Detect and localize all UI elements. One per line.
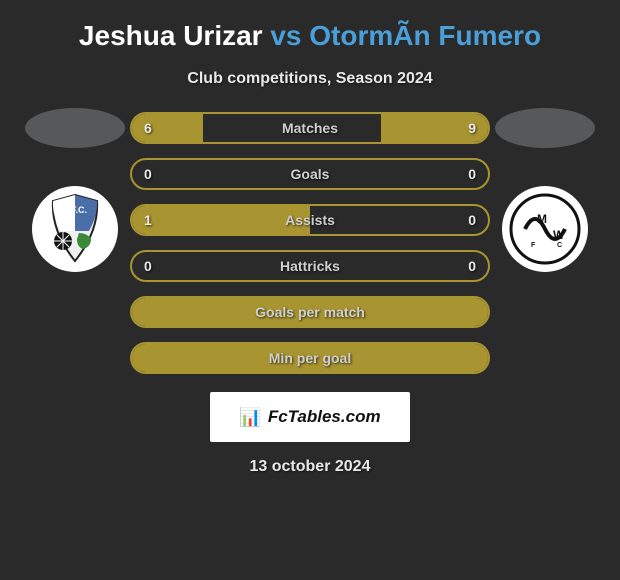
date-label: 13 october 2024 bbox=[250, 458, 371, 476]
right-club-crest: M W F C bbox=[502, 186, 588, 272]
page-title: Jeshua Urizar vs OtormÃ­n Fumero bbox=[59, 12, 561, 60]
stat-value-left: 6 bbox=[144, 120, 152, 136]
watermark-badge: 📊 FcTables.com bbox=[210, 392, 410, 442]
stat-value-left: 0 bbox=[144, 166, 152, 182]
stat-value-right: 0 bbox=[468, 258, 476, 274]
comparison-card: Jeshua Urizar vs OtormÃ­n Fumero Club co… bbox=[0, 0, 620, 476]
stat-value-left: 0 bbox=[144, 258, 152, 274]
svg-text:M: M bbox=[537, 212, 547, 226]
main-row: L.F.C. Matches69Goals00Assists10Hattrick… bbox=[0, 112, 620, 374]
stat-value-left: 1 bbox=[144, 212, 152, 228]
stat-bar: Min per goal bbox=[130, 342, 490, 374]
left-crest-icon: L.F.C. bbox=[37, 191, 113, 267]
watermark-text: FcTables.com bbox=[268, 407, 381, 427]
bar-fill-left bbox=[132, 114, 203, 142]
stat-value-right: 9 bbox=[468, 120, 476, 136]
stat-bar: Hattricks 0 0 bbox=[130, 250, 490, 282]
stat-bar: Goals 0 0 bbox=[130, 158, 490, 190]
stat-bar: Assists 1 0 bbox=[130, 204, 490, 236]
vs-separator: vs bbox=[270, 20, 301, 51]
bar-fill-left bbox=[132, 206, 310, 234]
stat-label: Matches bbox=[282, 120, 338, 136]
stat-value-right: 0 bbox=[468, 212, 476, 228]
stat-label: Min per goal bbox=[269, 350, 351, 366]
right-crest-icon: M W F C bbox=[507, 191, 583, 267]
right-column: M W F C bbox=[490, 112, 600, 272]
chart-icon: 📊 bbox=[239, 407, 261, 428]
stat-label: Goals bbox=[291, 166, 330, 182]
svg-text:W: W bbox=[553, 228, 565, 242]
stat-bar: Matches 6 9 bbox=[130, 112, 490, 144]
player1-name: Jeshua Urizar bbox=[79, 20, 263, 51]
player2-name: OtormÃ­n Fumero bbox=[309, 20, 541, 51]
left-club-crest: L.F.C. bbox=[32, 186, 118, 272]
left-column: L.F.C. bbox=[20, 112, 130, 272]
svg-text:F: F bbox=[531, 242, 536, 249]
stat-label: Assists bbox=[285, 212, 335, 228]
stats-bars: Matches69Goals00Assists10Hattricks00Goal… bbox=[130, 112, 490, 374]
stat-label: Hattricks bbox=[280, 258, 340, 274]
svg-text:C: C bbox=[557, 242, 562, 249]
svg-text:L.F.C.: L.F.C. bbox=[63, 205, 87, 215]
right-flag-oval bbox=[495, 108, 595, 148]
subtitle: Club competitions, Season 2024 bbox=[187, 70, 432, 88]
stat-label: Goals per match bbox=[255, 304, 365, 320]
stat-value-right: 0 bbox=[468, 166, 476, 182]
stat-bar: Goals per match bbox=[130, 296, 490, 328]
left-flag-oval bbox=[25, 108, 125, 148]
